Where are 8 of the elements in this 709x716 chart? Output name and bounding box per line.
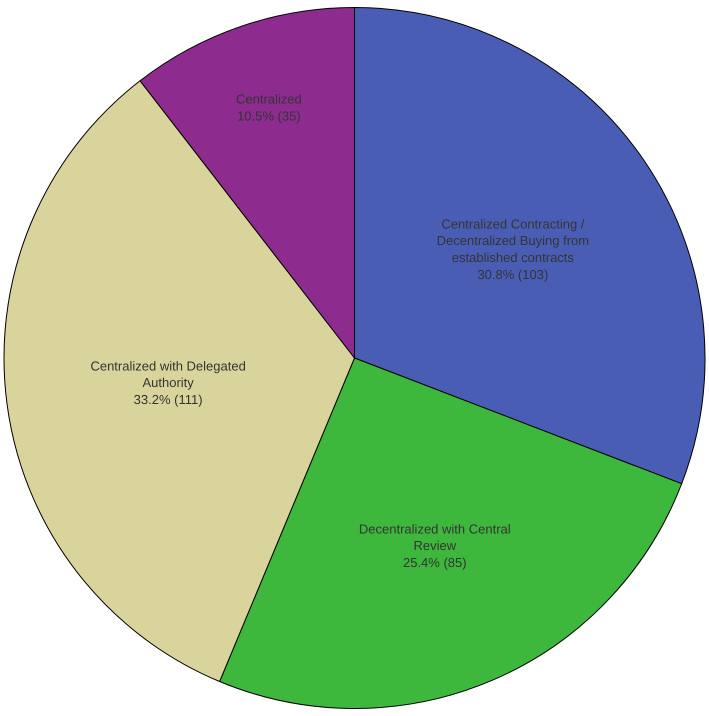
data-label: 33.2% (111) xyxy=(134,392,203,408)
slice-label: Centralized xyxy=(236,91,302,106)
slice-label: Decentralized with Central Review xyxy=(358,521,511,554)
data-label: 10.5% (35) xyxy=(237,108,301,124)
data-label: 25.4% (85) xyxy=(402,555,467,570)
slice-label: Centralized Contracting / Decentralized Buying from established contracts xyxy=(436,216,590,266)
data-label: 30.8% (103) xyxy=(477,267,548,282)
slice-label: Centralized with Delegated Authority xyxy=(90,358,246,390)
